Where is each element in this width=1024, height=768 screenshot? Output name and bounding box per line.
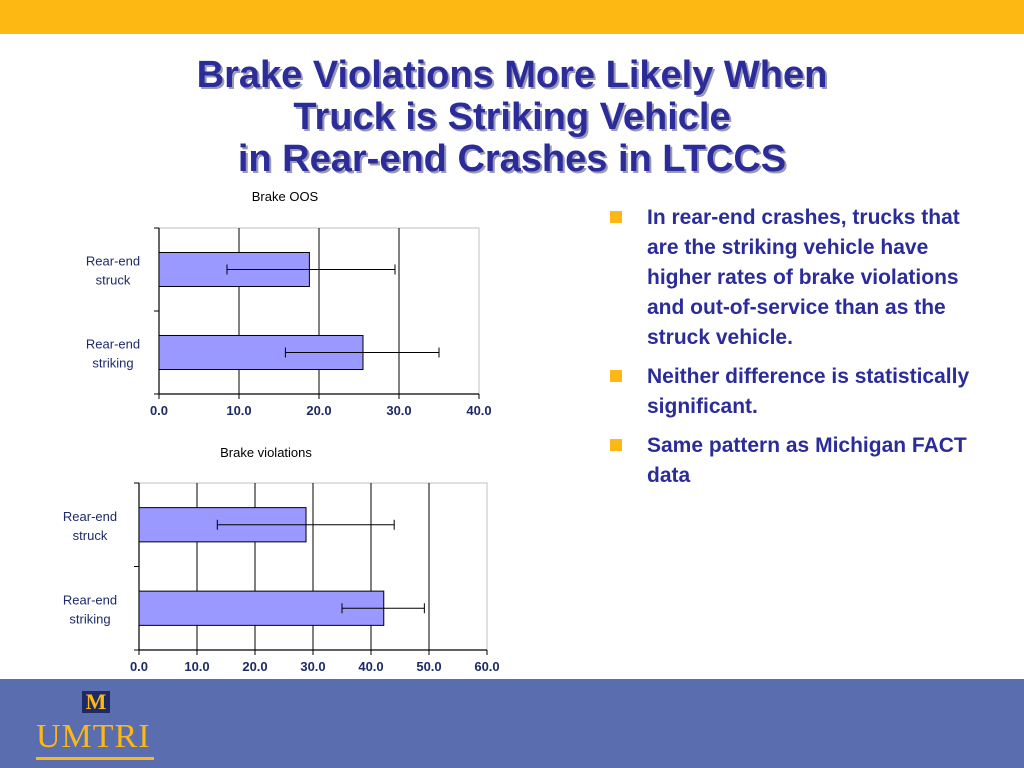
- footer-bar: M UMTRI: [0, 679, 1024, 768]
- bullet-text: Neither difference is statistically sign…: [647, 365, 970, 418]
- x-tick-label: 20.0: [242, 659, 267, 674]
- block-m-logo-icon: M: [82, 691, 110, 713]
- category-label: Rear-end striking: [63, 592, 117, 626]
- brake-violations-chart: Brake violations 0.0 10.0 20.0 30.0 40.0 50.0 6…: [63, 445, 500, 674]
- square-bullet-icon: [610, 370, 622, 382]
- top-accent-bar: [0, 0, 1024, 34]
- logo-underline: [36, 757, 154, 760]
- slide-title: Brake Violations More Likely When Truck …: [0, 54, 1024, 180]
- umtri-logo-text: UMTRI: [36, 718, 151, 755]
- x-tick-label: 50.0: [416, 659, 441, 674]
- title-line: Truck is Striking Vehicle: [293, 96, 731, 138]
- brake-oos-chart: Brake OOS 0.0 10.0 20.0 30.0 40.0 Rear-end stru…: [86, 189, 492, 418]
- x-tick-label: 40.0: [466, 403, 491, 418]
- bullet-text: Same pattern as Michigan FACT data: [647, 434, 967, 487]
- x-tick-label: 20.0: [306, 403, 331, 418]
- bullet-item: Neither difference is statistically sign…: [606, 362, 986, 422]
- x-tick-label: 40.0: [358, 659, 383, 674]
- x-tick-label: 60.0: [474, 659, 499, 674]
- x-tick-label: 30.0: [386, 403, 411, 418]
- bullet-list: In rear-end crashes, trucks that are the…: [606, 203, 986, 500]
- chart-title: Brake OOS: [252, 189, 319, 204]
- bullet-item: In rear-end crashes, trucks that are the…: [606, 203, 986, 353]
- title-line: in Rear-end Crashes in LTCCS: [237, 138, 787, 180]
- x-tick-label: 10.0: [184, 659, 209, 674]
- x-tick-label: 10.0: [226, 403, 251, 418]
- square-bullet-icon: [610, 439, 622, 451]
- chart-title: Brake violations: [220, 445, 312, 460]
- square-bullet-icon: [610, 211, 622, 223]
- x-tick-label: 0.0: [150, 403, 168, 418]
- category-label: Rear-end striking: [86, 337, 140, 371]
- bullet-text: In rear-end crashes, trucks that are the…: [647, 206, 960, 349]
- x-tick-label: 0.0: [130, 659, 148, 674]
- x-tick-label: 30.0: [300, 659, 325, 674]
- bullet-item: Same pattern as Michigan FACT data: [606, 431, 986, 491]
- category-label: Rear-end struck: [63, 509, 117, 543]
- title-line: Brake Violations More Likely When: [196, 54, 828, 96]
- category-label: Rear-end struck: [86, 254, 140, 288]
